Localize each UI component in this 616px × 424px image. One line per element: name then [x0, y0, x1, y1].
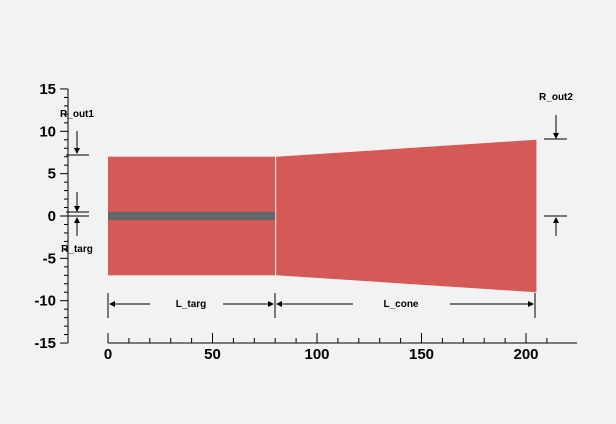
axes: -15 -10 -5 0 5 10 15 0 50 100 150 200	[34, 81, 577, 363]
x-tick-label: 150	[409, 346, 434, 363]
r-out1-label: R_out1	[60, 109, 94, 120]
cone-section	[276, 139, 537, 293]
r-out2-label: R_out2	[539, 92, 573, 103]
y-tick-label: -5	[43, 250, 56, 267]
r-targ-label: R_targ	[61, 244, 93, 255]
x-tick-label: 200	[513, 346, 538, 363]
x-tick-label: 100	[304, 346, 329, 363]
y-tick-label: 0	[48, 208, 56, 225]
y-tick-label: -10	[34, 293, 56, 310]
target-core	[108, 211, 276, 221]
l-cone-label: L_cone	[383, 299, 418, 310]
y-tick-label: 10	[39, 123, 56, 140]
y-tick-label: -15	[34, 335, 56, 352]
geometry-layer	[108, 139, 537, 293]
dimension-annotations: R_out1 R_targ R_out2 L_targ L_cone	[60, 92, 573, 318]
x-tick-label: 0	[104, 346, 112, 363]
y-tick-label: 5	[48, 166, 56, 183]
y-tick-label: 15	[39, 81, 56, 98]
l-targ-label: L_targ	[176, 299, 207, 310]
x-tick-label: 50	[204, 346, 221, 363]
